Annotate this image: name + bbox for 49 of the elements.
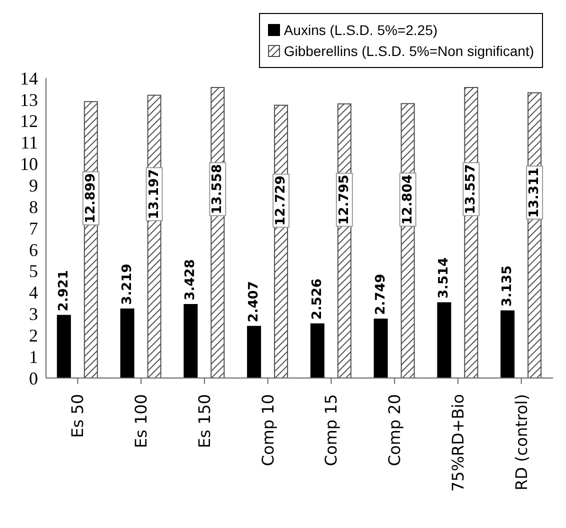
y-tick-label: 14: [20, 68, 38, 88]
data-label: 13.558: [210, 164, 226, 214]
y-tick-label: 11: [20, 132, 38, 153]
y-tick-label: 3: [29, 304, 38, 324]
data-label: 2.921: [56, 270, 72, 312]
y-tick-label: 4: [29, 282, 38, 303]
x-tick-label: Comp 20: [385, 394, 404, 466]
data-label: 3.514: [436, 257, 452, 299]
x-tick-label: 75%RD+Bio: [448, 394, 468, 492]
data-label: 12.804: [400, 174, 416, 225]
data-label: 12.795: [336, 174, 352, 225]
x-tick-label: Es 50: [68, 394, 88, 438]
legend-label: Auxins (L.S.D. 5%=2.25): [284, 22, 438, 38]
x-tick-label: Es 100: [132, 394, 151, 448]
bar: [437, 302, 452, 378]
bar: [247, 326, 262, 378]
data-label: 3.428: [183, 259, 198, 300]
x-tick-label: RD (control): [512, 394, 531, 490]
y-tick-label: 10: [20, 154, 38, 174]
data-label: 13.197: [146, 169, 162, 220]
bar: [500, 310, 515, 378]
x-tick-label: Comp 15: [322, 394, 341, 466]
y-tick-label: 5: [29, 261, 38, 282]
bar: [56, 314, 71, 378]
y-tick-label: 1: [29, 346, 38, 367]
x-tick-label: Comp 10: [258, 394, 278, 466]
data-label: 12.729: [274, 176, 289, 226]
y-tick-label: 2: [29, 326, 38, 346]
y-tick-label: 12: [20, 111, 38, 132]
legend-label: Gibberellins (L.S.D. 5%=Non significant): [284, 43, 534, 59]
data-label: 3.135: [500, 266, 516, 307]
y-tick-label: 13: [20, 90, 38, 110]
data-label: 2.749: [373, 274, 388, 315]
bar: [374, 318, 388, 378]
y-tick-label: 6: [29, 240, 38, 260]
bar: [310, 323, 324, 378]
data-label: 12.899: [83, 173, 98, 224]
y-tick-label: 7: [29, 218, 38, 238]
x-tick-label: Es 150: [194, 394, 214, 448]
data-label: 3.219: [120, 264, 135, 305]
y-tick-label: 9: [29, 176, 38, 196]
data-label: 13.311: [527, 168, 542, 218]
data-label: 2.526: [310, 278, 325, 320]
data-label: 2.407: [246, 281, 262, 322]
y-tick-label: 8: [29, 196, 38, 217]
bar: [184, 304, 198, 378]
bar: [120, 308, 134, 378]
data-label: 13.557: [464, 164, 479, 214]
y-tick-label: 0: [29, 368, 38, 388]
